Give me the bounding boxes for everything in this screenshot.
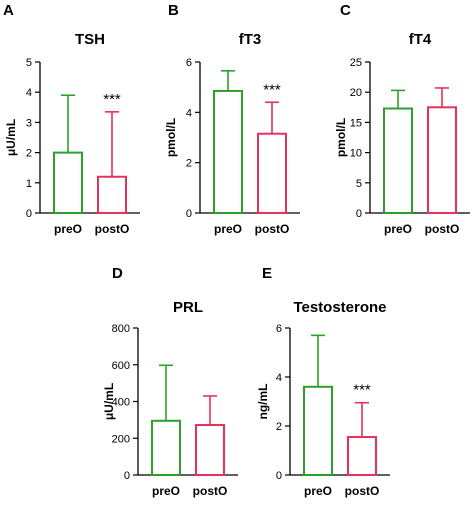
panel-A: A TSH μU/mL 0 1 2 3 4 5 preO postO *** <box>3 2 140 236</box>
panel-title: TSH <box>75 31 105 48</box>
y-axis-label: pmol/L <box>164 118 178 157</box>
panel-title: PRL <box>173 299 203 316</box>
bar-postO <box>347 436 377 476</box>
panel-title: fT3 <box>239 31 262 48</box>
y-tick-label: 4 <box>186 107 192 119</box>
bar-preO <box>213 89 243 214</box>
y-tick-label: 1 <box>26 178 32 190</box>
x-tick-label: preO <box>304 484 332 498</box>
y-tick-label: 5 <box>356 178 362 190</box>
y-tick-label: 3 <box>26 117 32 129</box>
panel-E: E Testosterone ng/mL 0 2 4 6 preO postO *** <box>256 265 390 498</box>
y-axis-label: μU/mL <box>4 119 18 156</box>
y-tick-label: 0 <box>276 470 282 482</box>
y-tick-label: 800 <box>112 323 130 335</box>
bar-preO <box>151 419 181 477</box>
y-tick-label: 2 <box>186 158 192 170</box>
y-tick-label: 15 <box>350 117 362 129</box>
x-tick-label: postO <box>425 222 460 236</box>
x-tick-label: postO <box>95 222 130 236</box>
panel-D: D PRL μU/mL 0 200 400 600 800 preO postO <box>102 265 238 498</box>
x-tick-label: postO <box>345 484 380 498</box>
significance-marker: *** <box>263 81 281 98</box>
y-tick-label: 10 <box>350 148 362 160</box>
y-tick-label: 0 <box>356 208 362 220</box>
x-tick-label: preO <box>214 222 242 236</box>
x-tick-label: postO <box>255 222 290 236</box>
panel-letter: C <box>340 2 351 19</box>
y-tick-label: 20 <box>350 87 362 99</box>
y-tick-label: 0 <box>186 208 192 220</box>
y-tick-label: 0 <box>124 470 130 482</box>
y-tick-label: 2 <box>276 421 282 433</box>
y-axis-label: pmol/L <box>334 118 348 157</box>
x-tick-label: postO <box>193 484 228 498</box>
y-tick-label: 200 <box>112 433 130 445</box>
y-tick-label: 25 <box>350 57 362 69</box>
y-tick-label: 5 <box>26 57 32 69</box>
y-tick-label: 4 <box>26 87 32 99</box>
y-tick-label: 6 <box>186 57 192 69</box>
panel-letter: B <box>168 2 179 19</box>
significance-marker: *** <box>353 382 371 399</box>
bar-preO <box>383 107 413 214</box>
y-tick-label: 2 <box>26 148 32 160</box>
significance-marker: *** <box>103 91 121 108</box>
panel-title: fT4 <box>409 31 432 48</box>
y-tick-label: 4 <box>276 372 282 384</box>
y-tick-label: 0 <box>26 208 32 220</box>
x-tick-label: preO <box>384 222 412 236</box>
bar-postO <box>97 175 127 214</box>
bar-preO <box>53 151 83 215</box>
y-tick-label: 6 <box>276 323 282 335</box>
y-axis-label: μU/mL <box>102 383 116 420</box>
bar-postO <box>427 106 457 214</box>
y-tick-label: 600 <box>112 360 130 372</box>
bar-postO <box>195 424 225 476</box>
bar-postO <box>257 132 287 215</box>
y-axis-label: ng/mL <box>256 384 270 420</box>
panel-letter: A <box>3 2 14 19</box>
panel-title: Testosterone <box>293 299 386 316</box>
x-tick-label: preO <box>152 484 180 498</box>
panel-letter: D <box>112 265 123 282</box>
panel-letter: E <box>262 265 272 282</box>
bar-preO <box>303 385 333 476</box>
x-tick-label: preO <box>54 222 82 236</box>
y-tick-label: 400 <box>112 397 130 409</box>
